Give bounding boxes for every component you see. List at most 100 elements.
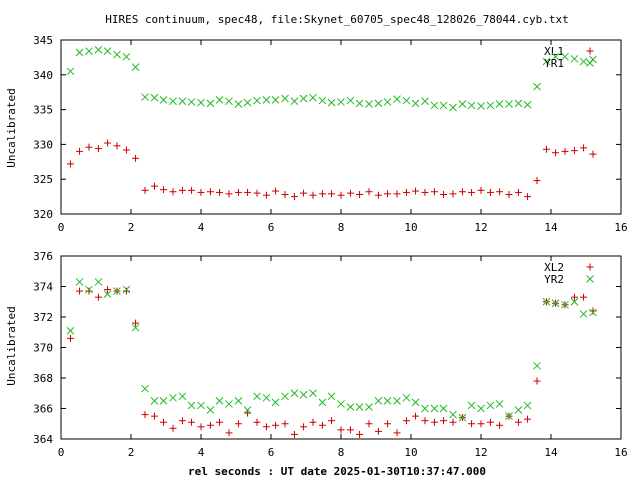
data-point (533, 177, 541, 185)
data-point (467, 401, 476, 410)
data-point (505, 191, 513, 199)
data-point (496, 421, 504, 429)
data-point (132, 154, 140, 162)
data-point (496, 188, 504, 196)
x-tick-label: 8 (338, 446, 345, 459)
data-point (103, 290, 112, 298)
data-point (103, 47, 112, 55)
legend-marker (586, 275, 594, 283)
data-point (141, 411, 149, 419)
data-point (393, 190, 401, 198)
data-point (94, 45, 103, 54)
series-YR2 (66, 278, 597, 422)
data-point (216, 418, 224, 426)
y-tick-label: 325 (33, 173, 53, 186)
data-point (159, 96, 168, 104)
data-point (467, 101, 476, 110)
data-point (542, 145, 550, 153)
x-tick-label: 14 (544, 221, 558, 234)
data-point (215, 96, 224, 104)
x-tick-label: 14 (544, 446, 558, 459)
data-point (486, 188, 494, 196)
data-point (449, 190, 457, 198)
data-point (468, 188, 476, 196)
data-point (169, 393, 177, 402)
legend-marker (586, 59, 594, 67)
data-point (411, 99, 420, 108)
legend-label: YR1 (544, 57, 564, 70)
data-point (580, 144, 588, 152)
data-point (411, 398, 420, 407)
data-point (253, 96, 261, 105)
data-point (486, 418, 494, 426)
data-point (113, 142, 121, 150)
data-point (374, 191, 382, 199)
data-point (243, 98, 252, 107)
data-point (477, 420, 485, 428)
data-point (318, 96, 327, 105)
data-point (150, 93, 159, 102)
data-point (580, 293, 588, 301)
data-point (421, 417, 429, 425)
data-point (328, 417, 336, 425)
data-point (477, 404, 485, 413)
data-point (449, 103, 457, 112)
data-point (533, 361, 541, 370)
data-point (104, 286, 112, 294)
data-point (449, 418, 457, 426)
data-point (365, 100, 373, 108)
data-point (570, 54, 579, 63)
data-point (160, 418, 168, 426)
data-point (384, 190, 392, 198)
data-point (421, 97, 429, 106)
data-point (150, 397, 159, 405)
data-point (533, 377, 541, 385)
data-point (523, 100, 532, 109)
data-point (412, 187, 420, 195)
data-point (253, 418, 261, 426)
data-point (272, 421, 280, 429)
data-point (383, 98, 392, 106)
data-point (355, 403, 364, 411)
bottom-y-axis-label: Uncalibrated (5, 306, 18, 385)
data-point (374, 397, 383, 405)
data-point (393, 429, 401, 437)
data-point (412, 412, 420, 420)
data-point (66, 326, 75, 335)
data-point (85, 285, 93, 294)
data-point (290, 193, 298, 201)
data-point (262, 191, 270, 199)
y-tick-label: 335 (33, 104, 53, 117)
y-tick-label: 368 (33, 372, 53, 385)
data-point (365, 420, 373, 428)
data-point (402, 96, 411, 105)
data-point (187, 401, 196, 410)
series-XL1 (66, 139, 597, 201)
data-point (113, 287, 121, 295)
data-point (262, 393, 271, 402)
data-point (449, 410, 457, 419)
data-point (374, 99, 383, 108)
x-tick-label: 8 (338, 221, 345, 234)
y-tick-label: 370 (33, 342, 53, 355)
data-point (514, 188, 522, 196)
data-point (589, 307, 597, 315)
data-point (85, 47, 93, 55)
x-tick-label: 4 (198, 221, 205, 234)
x-tick-label: 12 (474, 221, 487, 234)
data-point (122, 287, 130, 295)
data-point (290, 389, 299, 398)
data-point (337, 400, 345, 408)
data-point (300, 189, 308, 197)
y-tick-label: 340 (33, 69, 53, 82)
data-point (66, 67, 75, 76)
data-point (290, 97, 299, 106)
data-point (206, 188, 214, 196)
data-point (523, 401, 532, 410)
data-point (131, 323, 140, 332)
data-point (346, 189, 354, 197)
data-point (430, 418, 438, 426)
y-tick-label: 320 (33, 208, 53, 221)
x-tick-label: 6 (268, 446, 275, 459)
